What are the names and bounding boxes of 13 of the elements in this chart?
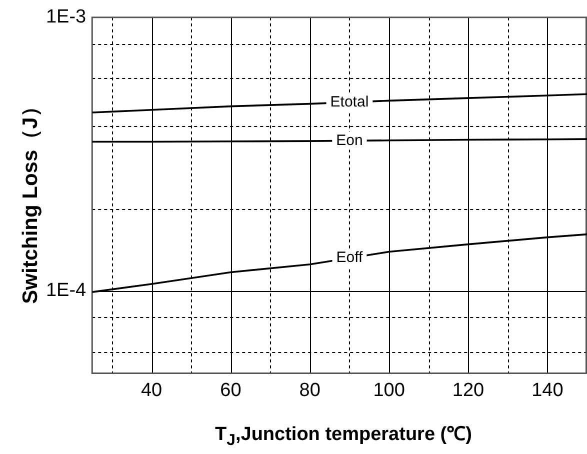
y-tick-label: 1E-3 [46, 6, 86, 28]
x-axis-title: T$_{J}$,Junction temperature (℃) [214, 423, 473, 450]
x-tick-label: 140 [532, 380, 564, 401]
x-tick-label: 100 [373, 380, 405, 401]
y-axis-title: Switching Loss（J） [18, 96, 43, 304]
series-label: Eoff [336, 249, 364, 266]
x-tick-label: 80 [299, 380, 320, 401]
y-tick-label: 1E-4 [46, 280, 87, 302]
series-label: Etotal [330, 93, 369, 110]
x-tick-label: 40 [140, 380, 162, 401]
x-tick-label: 60 [220, 380, 242, 401]
x-tick-label: 120 [452, 380, 484, 401]
series-label: Eon [336, 132, 363, 149]
